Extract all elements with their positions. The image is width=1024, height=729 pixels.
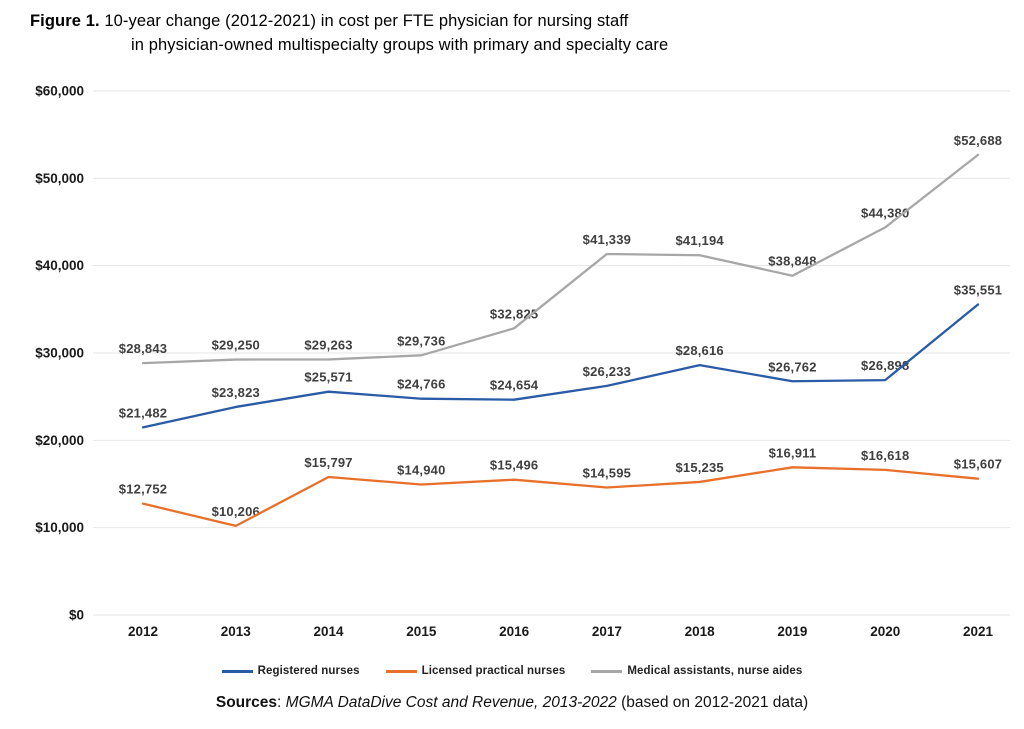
data-point-label: $41,339 (583, 232, 631, 247)
data-point-label: $38,848 (768, 254, 816, 269)
y-axis-tick-label: $0 (69, 608, 84, 623)
data-point-label: $25,571 (304, 370, 352, 385)
x-axis-tick-label: 2020 (870, 624, 900, 639)
data-point-label: $52,688 (954, 133, 1002, 148)
legend-line-marker (591, 669, 623, 673)
data-point-label: $24,766 (397, 377, 445, 392)
y-axis-tick-label: $10,000 (35, 520, 84, 535)
data-point-label: $23,823 (212, 385, 260, 400)
figure-number-label: Figure 1. (30, 12, 100, 30)
data-point-label: $28,616 (675, 343, 723, 358)
legend-item: Medical assistants, nurse aides (591, 665, 802, 677)
y-axis-tick-label: $50,000 (35, 171, 84, 186)
sources-label: Sources (215, 694, 278, 711)
x-axis-tick-label: 2017 (592, 624, 622, 639)
figure-title-line1: Figure 1. 10-year change (2012-2021) in … (30, 9, 668, 33)
legend-label: Medical assistants, nurse aides (627, 665, 803, 677)
data-point-label: $41,194 (675, 233, 724, 248)
chart-legend: Registered nurses Licensed practical nurs… (0, 665, 1024, 677)
y-axis-tick-label: $60,000 (35, 84, 84, 99)
data-point-label: $14,940 (397, 463, 445, 478)
x-axis-tick-label: 2016 (499, 624, 530, 639)
data-point-label: $24,654 (490, 378, 539, 393)
sources-suffix: (based on 2012-2021 data) (616, 694, 809, 711)
data-point-label: $15,797 (304, 455, 352, 470)
legend-label: Registered nurses (257, 665, 360, 677)
x-axis-tick-label: 2012 (128, 624, 158, 639)
data-point-label: $15,235 (675, 460, 723, 475)
data-point-label: $26,762 (768, 359, 816, 374)
data-point-label: $29,250 (212, 338, 260, 353)
figure-title: Figure 1. 10-year change (2012-2021) in … (30, 9, 668, 57)
legend-item: Registered nurses (221, 665, 360, 677)
figure-title-text: 10-year change (2012-2021) in cost per F… (104, 12, 629, 30)
x-axis-tick-label: 2014 (314, 624, 345, 639)
sources-citation: MGMA DataDive Cost and Revenue, 2013-202… (285, 694, 617, 711)
data-point-label: $16,618 (861, 448, 909, 463)
figure-title-line2: in physician-owned multispecialty groups… (131, 36, 669, 54)
data-point-label: $21,482 (119, 405, 167, 420)
y-axis-tick-label: $20,000 (35, 433, 84, 448)
y-axis-tick-label: $30,000 (35, 346, 84, 361)
data-point-label: $26,233 (583, 364, 631, 379)
x-axis-tick-label: 2018 (685, 624, 716, 639)
series-line (141, 303, 980, 429)
data-point-label: $15,496 (490, 458, 538, 473)
line-chart: $60,000 $50,000 $40,000 $30,000 $20,000 $10,0… (35, 84, 1010, 639)
data-point-label: $10,206 (212, 504, 260, 519)
x-axis-tick-label: 2021 (963, 624, 994, 639)
x-axis-tick-label: 2015 (406, 624, 437, 639)
data-point-label: $35,551 (954, 283, 1002, 298)
data-point-label: $29,263 (304, 337, 352, 352)
data-point-label: $12,752 (119, 482, 167, 497)
series-line (141, 466, 980, 528)
data-point-label: $28,843 (119, 341, 167, 356)
y-axis-tick-label: $40,000 (35, 258, 84, 273)
data-point-label: $15,607 (954, 457, 1002, 472)
legend-line-marker (385, 669, 417, 673)
x-axis-tick-label: 2019 (777, 624, 807, 639)
legend-label: Licensed practical nurses (421, 665, 566, 677)
data-point-label: $16,911 (769, 445, 817, 460)
sources-note: Sources: MGMA DataDive Cost and Revenue,… (0, 694, 1024, 712)
x-axis-tick-label: 2013 (221, 624, 252, 639)
series-line (141, 153, 980, 365)
data-point-label: $29,736 (397, 333, 445, 348)
legend-item: Licensed practical nurses (385, 665, 566, 677)
sources-separator: : (277, 694, 286, 711)
data-point-label: $14,595 (583, 466, 631, 481)
legend-line-marker (221, 669, 253, 673)
